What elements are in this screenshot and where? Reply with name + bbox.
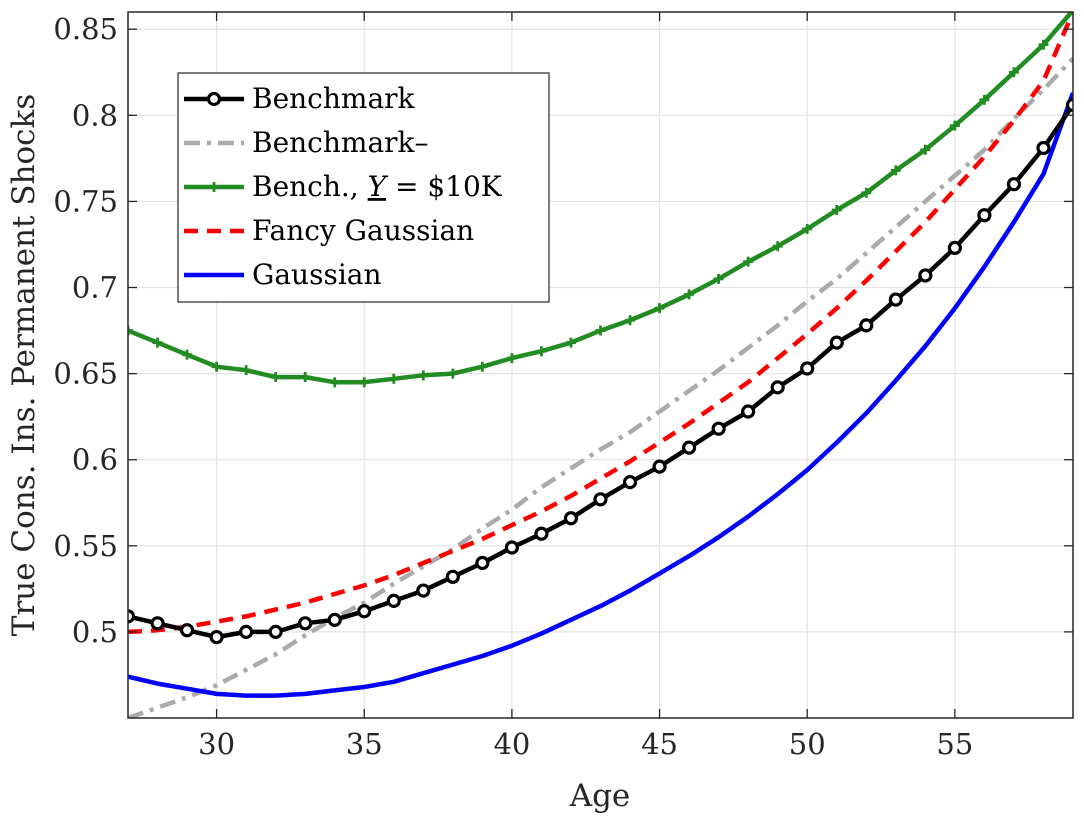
series-0-marker	[298, 616, 313, 631]
series-0-marker	[947, 240, 962, 256]
series-0-marker	[357, 604, 372, 619]
plot-frame	[127, 11, 1074, 719]
series-0-marker	[475, 555, 490, 571]
series-0-marker	[977, 208, 992, 223]
series-2-marker	[625, 315, 636, 326]
y-tick-label: 0.85	[53, 12, 118, 46]
series-0-marker	[918, 268, 933, 283]
series-lines	[128, 12, 1073, 718]
series-2-marker	[477, 361, 488, 372]
y-tick-label: 0.55	[53, 529, 118, 563]
series-0-marker	[1065, 97, 1073, 113]
series-2-marker	[270, 372, 281, 383]
series-2-marker	[890, 165, 901, 176]
series-0-marker	[741, 404, 756, 419]
series-2-marker	[595, 325, 606, 336]
legend-label-2: Bench., Y = $10K	[252, 170, 503, 203]
series-2-marker	[536, 346, 547, 357]
series-0-marker	[711, 421, 726, 436]
series-0-marker	[416, 583, 431, 598]
y-axis-label: True Cons. Ins. Permanent Shocks	[6, 94, 42, 636]
series-0-marker	[150, 616, 165, 631]
series-0-marker	[239, 624, 254, 640]
series-2-marker	[1008, 67, 1019, 78]
series-0-marker	[622, 474, 638, 490]
x-axis-label: Age	[569, 778, 631, 814]
y-tick-label: 0.75	[53, 184, 118, 218]
axis-ticks: 30 35 40 45 50 55 0.5 0.55 0.6 0.65 0.7 0.75 0.8 0.85	[53, 12, 1073, 761]
series-2-marker	[300, 372, 311, 383]
legend-marker-2	[209, 182, 219, 192]
series-0-marker	[1006, 177, 1022, 192]
series-0-marker	[268, 624, 283, 640]
legend-label-1: Benchmark–	[252, 126, 429, 159]
y-tick-label: 0.8	[72, 98, 118, 132]
y-tick-label: 0.7	[72, 271, 118, 305]
series-0-marker	[1036, 140, 1051, 156]
series-0-marker	[504, 540, 520, 555]
legend-label-0: Benchmark	[252, 82, 416, 115]
series-0-marker	[859, 318, 874, 333]
x-tick-label: 55	[936, 727, 973, 761]
series-0-marker	[681, 440, 697, 455]
series-2-marker	[182, 349, 193, 360]
series-0-marker	[593, 492, 608, 507]
legend-label-3: Fancy Gaussian	[252, 214, 474, 247]
series-2-marker	[772, 241, 783, 252]
y-tick-label: 0.5	[72, 615, 118, 649]
series-0-marker	[829, 335, 844, 350]
series-0-marker	[800, 361, 815, 376]
series-2-marker	[388, 373, 399, 384]
series-0-marker	[888, 292, 903, 307]
x-tick-label: 35	[346, 727, 383, 761]
series-2-marker	[861, 187, 872, 198]
series-0-marker	[386, 593, 401, 609]
series-2-marker	[802, 223, 813, 234]
series-0-marker	[327, 612, 342, 627]
series-2-marker	[506, 353, 517, 364]
series-0-marker	[209, 629, 224, 645]
series-2-marker	[241, 365, 252, 376]
series-2-marker	[743, 256, 754, 267]
series-0-marker	[534, 526, 549, 541]
y-tick-label: 0.65	[53, 357, 118, 391]
series-2-marker	[128, 325, 133, 336]
series-2-marker	[418, 370, 429, 381]
series-1-line	[128, 56, 1073, 718]
x-tick-label: 50	[789, 727, 826, 761]
series-2-marker	[329, 377, 340, 388]
x-tick-label: 40	[493, 727, 530, 761]
series-2-marker	[684, 289, 695, 300]
series-0-marker	[128, 609, 136, 624]
series-2-marker	[1038, 39, 1049, 50]
series-0-marker	[652, 459, 667, 474]
series-0-marker	[179, 623, 195, 638]
series-3-line	[128, 12, 1073, 635]
series-0-marker	[445, 569, 460, 584]
series-2-marker	[654, 303, 665, 314]
legend: Benchmark Benchmark– Bench., Y = $10K Fancy…	[177, 72, 550, 303]
series-0-marker	[770, 380, 785, 395]
series-2-marker	[447, 368, 458, 379]
y-tick-label: 0.6	[72, 443, 118, 477]
x-tick-label: 30	[198, 727, 235, 761]
series-2-marker	[565, 337, 576, 348]
series-2-marker	[949, 120, 960, 131]
series-0-marker	[563, 511, 579, 526]
legend-box	[177, 72, 550, 303]
series-2-marker	[713, 273, 724, 284]
series-2-marker	[920, 144, 931, 155]
x-tick-label: 45	[641, 727, 678, 761]
series-2-marker	[979, 94, 990, 105]
series-2-marker	[152, 337, 163, 348]
series-2-marker	[831, 205, 842, 216]
legend-marker-0	[206, 91, 222, 107]
legend-label-4: Gaussian	[252, 258, 382, 291]
series-2-marker	[211, 361, 222, 372]
series-2-marker	[359, 377, 370, 388]
series-4-line	[128, 92, 1073, 698]
